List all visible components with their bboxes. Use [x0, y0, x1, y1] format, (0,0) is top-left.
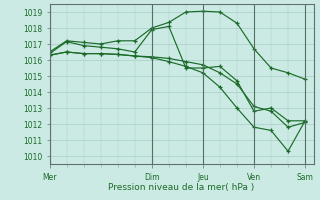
- X-axis label: Pression niveau de la mer( hPa ): Pression niveau de la mer( hPa ): [108, 183, 255, 192]
